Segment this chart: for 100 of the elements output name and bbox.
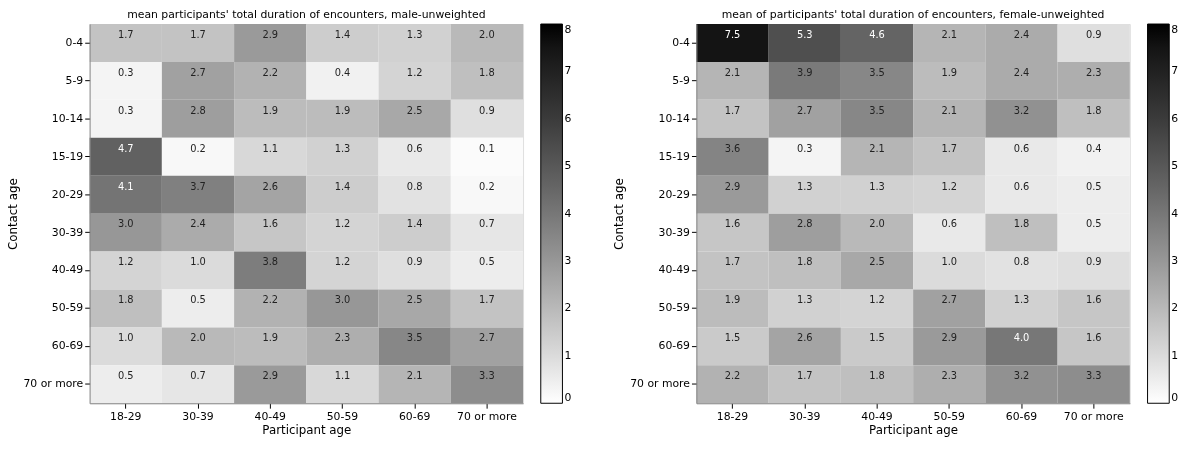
data-label: 1.8	[479, 66, 495, 78]
y-tick-label: 30-39	[658, 225, 691, 239]
data-label: 2.6	[796, 332, 813, 344]
data-label: 1.0	[941, 256, 958, 268]
data-label: 3.2	[1013, 370, 1030, 382]
y-axis-title: Contact age	[612, 178, 627, 250]
data-label: 0.6	[1013, 180, 1030, 192]
y-tick-label: 30-39	[51, 225, 84, 239]
y-tick-label: 20-29	[658, 187, 691, 201]
color-bar-label: 3	[564, 253, 572, 267]
y-tick-label: 40-49	[658, 263, 691, 277]
x-tick-label: 70 or more	[457, 409, 518, 423]
data-label: 1.7	[724, 104, 741, 116]
data-label: 4.1	[117, 180, 134, 192]
color-bar-label: 7	[564, 64, 572, 78]
color-bar-label: 7	[1171, 64, 1179, 78]
data-label: 1.7	[190, 28, 206, 40]
data-label: 2.1	[724, 66, 741, 78]
data-label: 1.5	[724, 332, 741, 344]
data-label: 0.8	[1013, 256, 1030, 268]
data-label: 1.3	[796, 180, 813, 192]
data-label: 3.7	[190, 180, 206, 192]
x-tick-label: 70 or more	[1063, 409, 1124, 423]
data-label: 1.7	[117, 28, 134, 40]
data-label: 2.0	[190, 332, 206, 344]
y-tick-label: 0-4	[672, 35, 691, 49]
data-label: 0.3	[117, 66, 134, 78]
color-bar-label: 1	[1171, 348, 1179, 362]
data-label: 1.2	[117, 256, 134, 268]
y-tick-label: 5-9	[672, 73, 691, 87]
data-label: 2.7	[479, 332, 495, 344]
data-label: 0.5	[1085, 218, 1102, 230]
data-label: 1.6	[1085, 332, 1102, 344]
data-label: 0.9	[479, 104, 495, 116]
data-label: 0.7	[190, 370, 206, 382]
data-label: 1.4	[406, 218, 423, 230]
data-label: 1.7	[796, 370, 813, 382]
data-label: 3.5	[406, 332, 423, 344]
y-tick-label: 40-49	[51, 263, 84, 277]
data-label: 2.1	[941, 104, 958, 116]
data-label: 2.1	[941, 28, 958, 40]
y-tick-label: 15-19	[51, 149, 84, 163]
x-tick-label: 30-39	[789, 409, 821, 423]
data-label: 0.6	[1013, 142, 1030, 154]
data-label: 0.5	[117, 370, 134, 382]
y-tick-label: 60-69	[51, 339, 84, 353]
data-label: 1.2	[406, 66, 423, 78]
color-bar-label: 8	[564, 22, 572, 36]
data-label: 4.6	[869, 28, 885, 40]
data-label: 2.0	[479, 28, 495, 40]
data-label: 1.2	[334, 256, 351, 268]
data-label: 3.6	[724, 142, 741, 154]
y-tick-label: 15-19	[658, 149, 691, 163]
data-label: 1.7	[479, 294, 495, 306]
data-label: 0.3	[796, 142, 813, 154]
data-label: 2.3	[941, 370, 958, 382]
x-tick-label: 50-59	[326, 409, 359, 423]
data-label: 2.7	[796, 104, 813, 116]
x-tick-label: 50-59	[933, 409, 966, 423]
data-label: 0.6	[941, 218, 958, 230]
data-label: 2.2	[262, 66, 279, 78]
data-label: 1.8	[1085, 104, 1102, 116]
color-bar-label: 1	[564, 348, 572, 362]
color-bar-label: 0	[564, 391, 572, 405]
data-label: 2.9	[262, 28, 279, 40]
data-label: 3.0	[117, 218, 134, 230]
data-label: 2.4	[190, 218, 206, 230]
y-tick-label: 10-14	[658, 111, 691, 125]
data-label: 1.1	[334, 370, 351, 382]
data-label: 0.2	[190, 142, 206, 154]
data-label: 7.5	[724, 28, 741, 40]
x-tick-label: 18-29	[716, 409, 749, 423]
data-label: 1.9	[334, 104, 351, 116]
data-label: 2.5	[406, 104, 423, 116]
y-tick-label: 0-4	[65, 35, 84, 49]
data-label: 2.3	[1085, 66, 1102, 78]
chart-title: mean participants' total duration of encounters, male-unweighted	[127, 8, 486, 22]
data-label: 0.3	[117, 104, 134, 116]
data-label: 2.7	[941, 294, 958, 306]
data-label: 0.4	[334, 66, 351, 78]
y-tick-label: 70 or more	[630, 377, 691, 391]
data-label: 1.9	[941, 66, 958, 78]
x-tick-label: 40-49	[861, 409, 893, 423]
x-tick-label: 30-39	[182, 409, 214, 423]
data-label: 4.7	[117, 142, 134, 154]
data-label: 0.5	[190, 294, 206, 306]
y-tick-label: 60-69	[658, 339, 691, 353]
data-label: 1.1	[262, 142, 279, 154]
x-tick-label: 60-69	[1005, 409, 1038, 423]
y-tick-label: 50-59	[658, 301, 691, 315]
data-label: 2.3	[334, 332, 351, 344]
data-label: 2.8	[796, 218, 813, 230]
data-label: 1.6	[724, 218, 741, 230]
data-label: 0.1	[479, 142, 495, 154]
color-bar-label: 3	[1171, 253, 1179, 267]
color-bar-label: 2	[1171, 301, 1179, 315]
data-label: 1.3	[869, 180, 885, 192]
data-label: 1.6	[1085, 294, 1102, 306]
data-label: 1.2	[334, 218, 351, 230]
data-label: 1.9	[262, 104, 279, 116]
